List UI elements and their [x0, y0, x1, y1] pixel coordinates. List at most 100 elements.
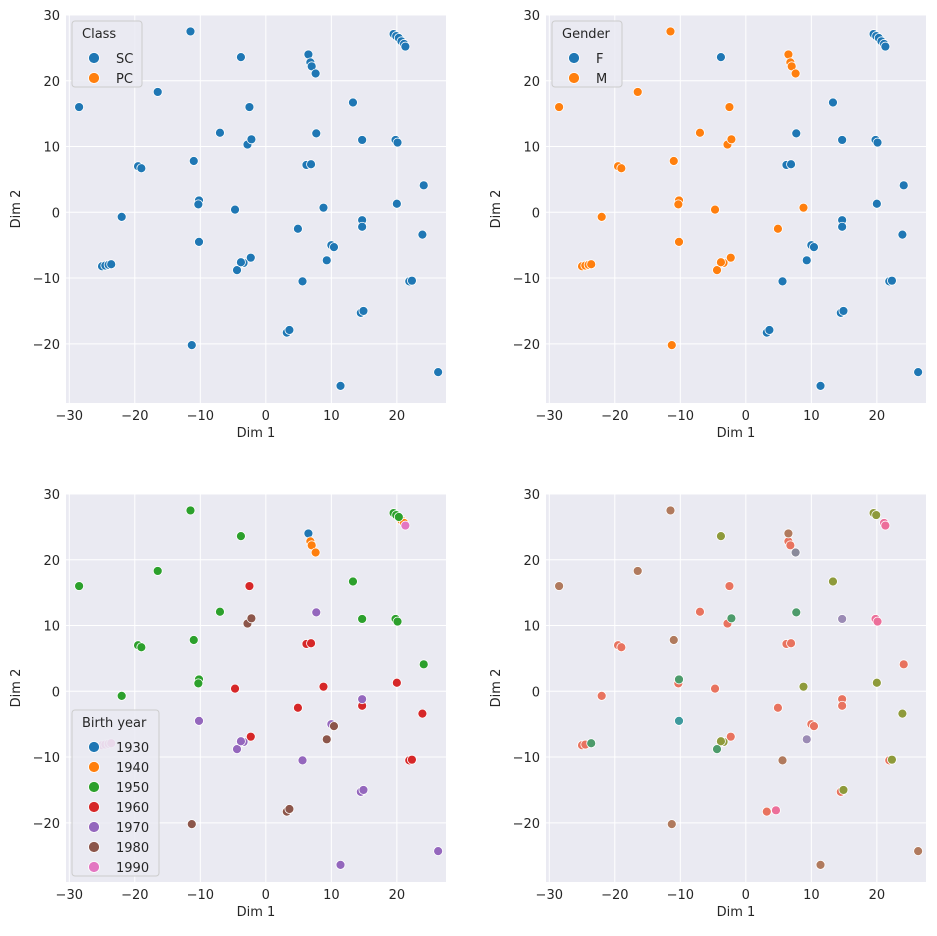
- x-tick-label: −10: [667, 888, 694, 903]
- legend: Gender FM: [551, 20, 623, 88]
- series-F: [716, 29, 924, 391]
- x-tick-label: 20: [389, 409, 406, 424]
- data-point: [674, 236, 684, 247]
- legend-title: Birth year: [82, 716, 147, 731]
- y-tick-label: 20: [523, 75, 540, 90]
- data-point: [777, 276, 788, 287]
- data-point: [897, 229, 908, 240]
- data-point: [348, 576, 358, 587]
- x-tick-label: −20: [121, 409, 148, 424]
- y-axis-label: Dim 2: [9, 190, 24, 229]
- legend-label: 1980: [116, 841, 149, 856]
- x-tick-label: −10: [187, 888, 214, 903]
- data-point: [898, 180, 909, 191]
- x-axis-label: Dim 1: [717, 426, 756, 441]
- data-point: [329, 721, 339, 732]
- y-tick-label: 0: [52, 206, 60, 221]
- x-axis-label: Dim 1: [237, 905, 276, 920]
- data-point: [695, 606, 705, 617]
- data-point: [188, 635, 199, 645]
- data-point: [913, 846, 924, 856]
- data-point: [400, 41, 411, 52]
- data-point: [837, 135, 848, 145]
- data-point: [596, 690, 607, 701]
- data-point: [194, 715, 204, 726]
- data-point: [407, 275, 417, 286]
- series-olive: [716, 508, 908, 795]
- data-point: [393, 512, 404, 522]
- data-point: [554, 102, 565, 112]
- data-point: [230, 204, 240, 215]
- legend-marker: [88, 861, 100, 873]
- data-point: [666, 819, 677, 830]
- data-point: [790, 68, 801, 79]
- data-point: [329, 242, 339, 253]
- x-tick-label: 0: [262, 888, 270, 903]
- data-point: [596, 211, 607, 222]
- data-point: [433, 846, 444, 856]
- data-point: [674, 715, 684, 726]
- y-tick-label: −10: [513, 751, 540, 766]
- data-point: [357, 135, 368, 145]
- data-point: [357, 614, 368, 624]
- data-point: [236, 52, 246, 62]
- data-point: [246, 134, 257, 145]
- data-point: [828, 576, 838, 587]
- x-tick-label: 20: [869, 409, 886, 424]
- data-point: [668, 635, 679, 645]
- x-tick-label: −30: [536, 888, 563, 903]
- scatter-panel-1: −30 −20 −10 0 10 20 −20 −10 0 10 20 30 Dim 1 Dim 2 Cla…: [9, 9, 446, 441]
- legend-label: 1970: [116, 821, 149, 836]
- data-point: [116, 211, 127, 222]
- y-tick-label: 30: [523, 488, 540, 503]
- series-brown: [554, 505, 924, 870]
- data-point: [725, 252, 736, 263]
- data-point: [913, 367, 924, 377]
- legend-label: M: [596, 72, 607, 87]
- legend-title: Gender: [562, 27, 611, 42]
- data-point: [392, 137, 403, 148]
- data-point: [872, 137, 883, 148]
- y-tick-label: 0: [52, 685, 60, 700]
- legend-label: PC: [116, 72, 133, 87]
- series-teal: [674, 715, 684, 726]
- data-point: [185, 505, 196, 516]
- legend-marker: [88, 781, 100, 793]
- x-tick-label: 10: [803, 409, 820, 424]
- data-point: [186, 819, 197, 830]
- data-point: [310, 547, 321, 558]
- x-tick-label: 0: [742, 409, 750, 424]
- data-point: [311, 128, 322, 139]
- data-point: [837, 700, 848, 711]
- legend-label: 1940: [116, 761, 149, 776]
- data-point: [400, 520, 411, 531]
- data-point: [790, 547, 801, 558]
- data-point: [554, 581, 565, 591]
- y-tick-label: 30: [43, 9, 60, 24]
- y-tick-label: 20: [523, 554, 540, 569]
- data-point: [880, 41, 891, 52]
- legend-marker: [88, 761, 100, 773]
- data-point: [695, 127, 705, 138]
- legend-marker: [88, 821, 100, 833]
- data-point: [357, 694, 368, 705]
- data-point: [293, 223, 303, 234]
- data-point: [898, 659, 909, 670]
- data-point: [188, 156, 199, 166]
- y-tick-label: −10: [33, 751, 60, 766]
- x-tick-label: −20: [601, 888, 628, 903]
- legend-label: F: [596, 52, 603, 67]
- data-point: [616, 163, 627, 174]
- data-point: [230, 683, 240, 694]
- data-point: [236, 257, 246, 268]
- x-tick-label: 10: [323, 409, 340, 424]
- data-point: [246, 613, 257, 624]
- data-point: [801, 255, 812, 266]
- data-point: [586, 738, 597, 749]
- x-tick-label: −10: [667, 409, 694, 424]
- data-point: [716, 257, 726, 268]
- data-point: [783, 528, 794, 539]
- data-point: [391, 677, 402, 688]
